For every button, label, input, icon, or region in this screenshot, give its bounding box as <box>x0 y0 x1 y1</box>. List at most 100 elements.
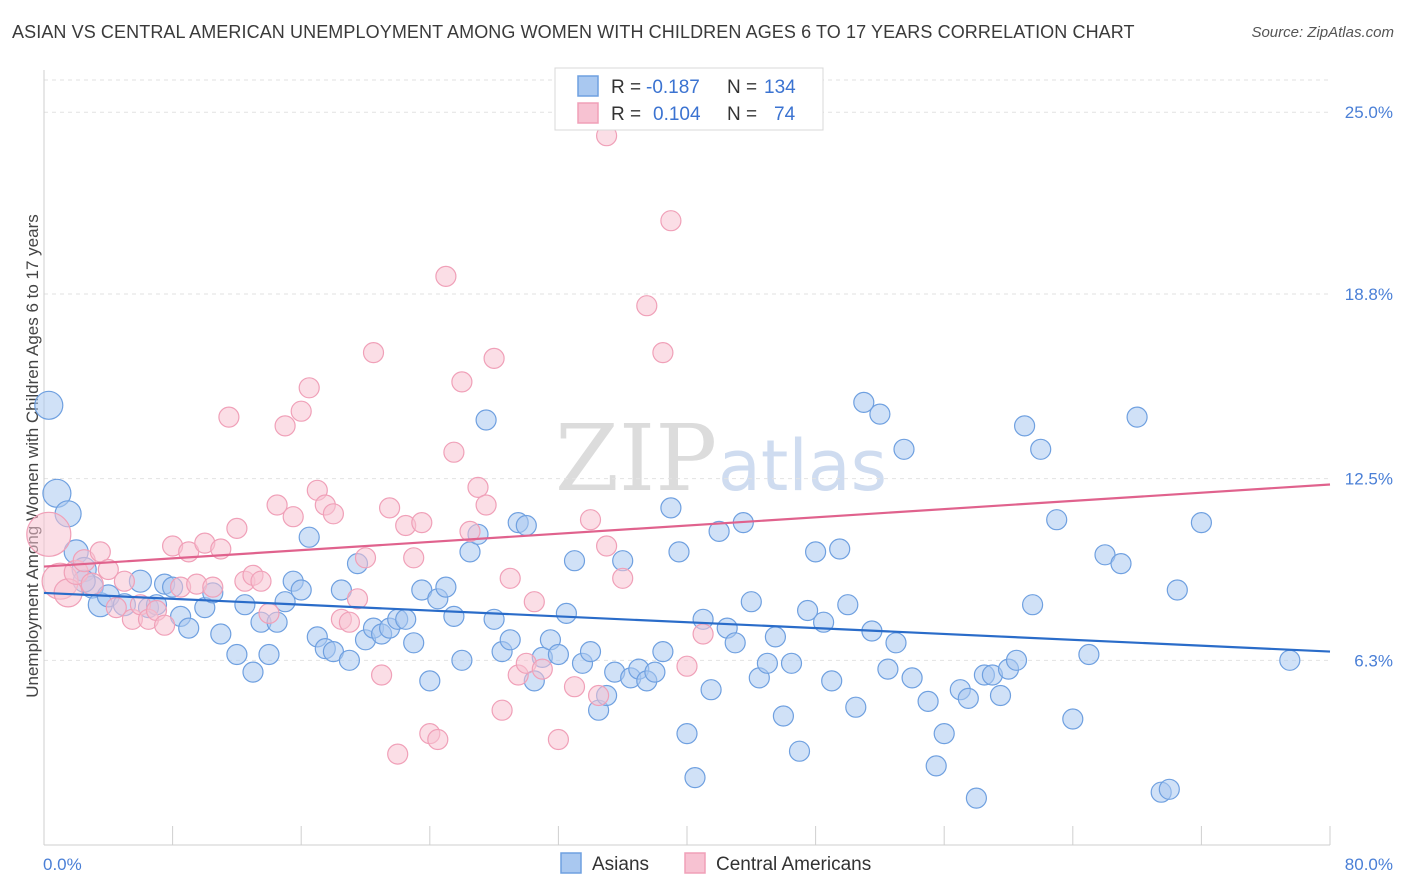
central-point-40 <box>362 342 385 364</box>
asian-point-125 <box>1158 778 1180 800</box>
bottom-legend-central-label: Central Americans <box>716 854 871 875</box>
asian-point-63 <box>579 640 602 663</box>
central-point-62 <box>547 728 570 751</box>
central-point-49 <box>435 265 457 287</box>
central-point-61 <box>531 658 553 680</box>
central-n-value: 74 <box>774 104 796 125</box>
asian-point-76 <box>684 766 706 789</box>
central-point-42 <box>379 497 401 519</box>
bottom-legend-central-swatch <box>684 852 706 874</box>
asian-point-48 <box>459 541 481 563</box>
asian-point-121 <box>1094 544 1116 566</box>
central-point-56 <box>491 699 513 721</box>
x-tick-label-1: 80.0% <box>1345 855 1393 874</box>
asian-point-20 <box>234 594 256 616</box>
asian-point-106 <box>933 722 955 745</box>
central-point-72 <box>692 623 714 645</box>
central-point-65 <box>587 684 610 707</box>
central-r-value: 0.104 <box>653 104 701 125</box>
chart-source: Source: ZipAtlas.com <box>1251 24 1394 41</box>
central-point-38 <box>346 588 369 610</box>
asian-point-60 <box>555 602 578 625</box>
asian-point-55 <box>515 514 537 537</box>
central-americans-swatch <box>577 102 599 124</box>
central-point-70 <box>660 210 682 232</box>
asian-point-104 <box>917 690 939 713</box>
asian-point-102 <box>893 438 915 460</box>
asian-point-15 <box>178 617 200 639</box>
central-point-64 <box>579 509 602 531</box>
asian-point-46 <box>443 605 465 628</box>
asian-point-116 <box>1021 594 1044 616</box>
asians-r-value: -0.187 <box>646 77 700 98</box>
asian-point-83 <box>740 591 762 613</box>
central-point-22 <box>218 406 240 428</box>
central-point-51 <box>451 371 473 393</box>
asian-point-18 <box>210 623 232 645</box>
central-point-14 <box>154 614 176 636</box>
central-point-27 <box>258 602 280 625</box>
asian-point-112 <box>989 684 1012 707</box>
watermark-zip: ZIP <box>555 405 717 512</box>
central-point-63 <box>563 676 586 698</box>
central-point-52 <box>459 520 481 543</box>
asian-point-103 <box>901 667 923 689</box>
asian-point-25 <box>274 591 296 613</box>
asians-n-value: 134 <box>764 77 796 98</box>
asian-point-105 <box>925 755 947 777</box>
asian-point-78 <box>700 679 722 701</box>
asian-point-21 <box>242 661 264 683</box>
asian-point-45 <box>435 576 457 598</box>
central-point-57 <box>499 567 521 589</box>
asian-point-96 <box>845 696 867 718</box>
central-point-5 <box>80 572 104 596</box>
asian-point-120 <box>1078 643 1100 666</box>
central-point-48 <box>427 728 449 751</box>
asian-point-86 <box>764 626 787 648</box>
central-point-35 <box>322 503 344 525</box>
central-point-32 <box>298 377 320 399</box>
asian-point-101 <box>885 632 907 654</box>
watermark-atlas: atlas <box>718 425 887 507</box>
y-tick-label-2: 18.8% <box>1345 285 1393 304</box>
asian-point-128 <box>1279 649 1301 671</box>
central-r-label: R = <box>611 104 641 125</box>
central-point-54 <box>475 494 497 516</box>
asian-point-108 <box>957 687 979 710</box>
asian-point-85 <box>756 652 779 674</box>
asian-point-27 <box>290 579 312 601</box>
asian-point-74 <box>668 541 690 563</box>
asian-point-89 <box>788 740 811 762</box>
central-point-45 <box>403 547 425 569</box>
central-point-9 <box>113 570 136 592</box>
central-point-0 <box>26 511 72 557</box>
asian-point-41 <box>403 632 425 654</box>
asian-point-73 <box>660 497 682 519</box>
asian-point-99 <box>869 403 891 425</box>
asian-point-90 <box>796 599 819 622</box>
asian-point-32 <box>330 579 352 601</box>
asian-point-81 <box>724 632 746 654</box>
x-tick-labels: 0.0% 80.0% <box>43 855 1393 874</box>
central-point-43 <box>387 743 409 765</box>
asian-point-75 <box>676 722 698 745</box>
central-point-41 <box>371 664 393 686</box>
central-point-20 <box>202 576 224 598</box>
central-point-31 <box>290 400 312 422</box>
central-point-30 <box>282 506 304 528</box>
x-tick-label-0: 0.0% <box>43 855 82 874</box>
asian-point-122 <box>1110 552 1132 575</box>
asian-point-118 <box>1046 509 1068 531</box>
central-point-6 <box>89 541 111 563</box>
bottom-legend-asians-swatch <box>560 852 582 874</box>
y-tick-label-1: 12.5% <box>1345 470 1393 489</box>
central-point-68 <box>636 295 658 317</box>
asians-r-label: R = <box>611 77 641 98</box>
asian-point-19 <box>226 643 248 666</box>
central-point-26 <box>250 570 272 592</box>
central-point-39 <box>354 547 377 569</box>
asian-point-61 <box>563 550 586 572</box>
asian-point-91 <box>804 541 827 563</box>
central-point-69 <box>652 342 674 364</box>
